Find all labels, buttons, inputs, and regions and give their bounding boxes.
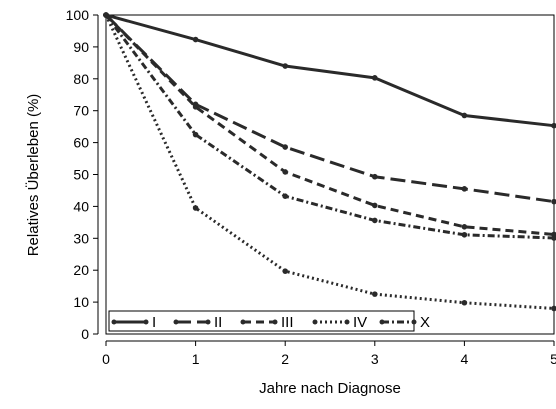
data-point-II [372, 173, 378, 180]
legend-marker [143, 319, 149, 325]
legend-marker [173, 319, 179, 325]
data-point-I [372, 75, 378, 81]
y-tick-label: 100 [66, 7, 90, 23]
data-point-IV [461, 299, 468, 306]
y-tick-label: 20 [73, 262, 89, 278]
plot-frame [105, 14, 555, 335]
y-tick-label: 40 [73, 198, 89, 214]
x-tick-label: 0 [102, 351, 110, 367]
legend-marker [379, 319, 385, 325]
legend-marker [312, 319, 318, 325]
data-point-X [103, 12, 109, 18]
data-point-I [282, 63, 289, 69]
data-point-III [282, 169, 289, 175]
y-axis-title: Relatives Überleben (%) [24, 94, 42, 257]
data-point-IV [551, 305, 556, 312]
legend-marker [272, 319, 278, 325]
y-tick-label: 70 [73, 103, 89, 119]
data-point-IV [372, 291, 378, 297]
x-tick-label: 1 [192, 351, 200, 367]
y-tick-label: 50 [73, 167, 89, 183]
data-point-IV [282, 268, 289, 274]
y-tick-label: 90 [73, 39, 89, 55]
y-axis-ticks: 0 10 20 30 40 50 60 70 80 90 100 [66, 7, 98, 342]
data-point-I [192, 36, 199, 43]
legend-label-I: I [152, 314, 156, 331]
legend-marker [205, 319, 211, 325]
data-point-III [461, 224, 468, 230]
x-tick-label: 2 [281, 351, 289, 367]
legend-marker [111, 319, 117, 325]
series-line-III [104, 13, 555, 236]
legend-marker [344, 319, 350, 325]
data-point-X [282, 193, 289, 199]
data-point-I [551, 122, 556, 129]
series-line-IV [104, 14, 555, 310]
x-tick-label: 4 [461, 351, 469, 367]
legend-marker [411, 319, 417, 325]
legend: I II III IV X [108, 310, 430, 332]
x-axis-title: Jahre nach Diagnose [259, 380, 401, 397]
series-line-II [104, 13, 555, 204]
y-tick-label: 80 [73, 71, 89, 87]
legend-label-X: X [420, 314, 430, 331]
data-point-I [461, 112, 468, 119]
y-tick-label: 60 [73, 135, 89, 151]
data-point-X [192, 131, 199, 138]
legend-label-IV: IV [353, 314, 367, 331]
y-tick-label: 30 [73, 230, 89, 246]
y-tick-label: 10 [73, 294, 89, 310]
data-point-II [551, 198, 556, 205]
y-tick-label: 0 [81, 326, 89, 342]
data-point-II [461, 186, 468, 192]
series-lines [103, 12, 556, 312]
x-tick-label: 3 [371, 351, 379, 367]
data-point-X [372, 217, 378, 224]
data-point-III [372, 202, 378, 209]
series-line-X [104, 14, 555, 240]
data-point-X [461, 231, 468, 238]
data-point-II [282, 144, 289, 150]
legend-label-II: II [214, 314, 222, 331]
series-line-I [105, 13, 555, 128]
x-axis-ticks: 0 1 2 3 4 5 [102, 341, 556, 367]
legend-label-III: III [281, 314, 294, 331]
x-tick-label: 5 [550, 351, 556, 367]
data-point-X [551, 235, 556, 241]
data-point-III [192, 104, 199, 110]
legend-marker [240, 319, 246, 325]
data-point-IV [192, 205, 199, 211]
